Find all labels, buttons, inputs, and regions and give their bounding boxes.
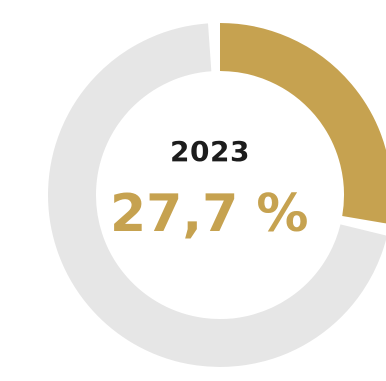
donut-slice-remainder bbox=[48, 23, 386, 367]
donut-slice-value bbox=[219, 23, 386, 224]
center-year-label: 2023 bbox=[170, 135, 250, 168]
donut-marks bbox=[48, 23, 386, 367]
center-value-label: 27,7 % bbox=[110, 184, 309, 244]
